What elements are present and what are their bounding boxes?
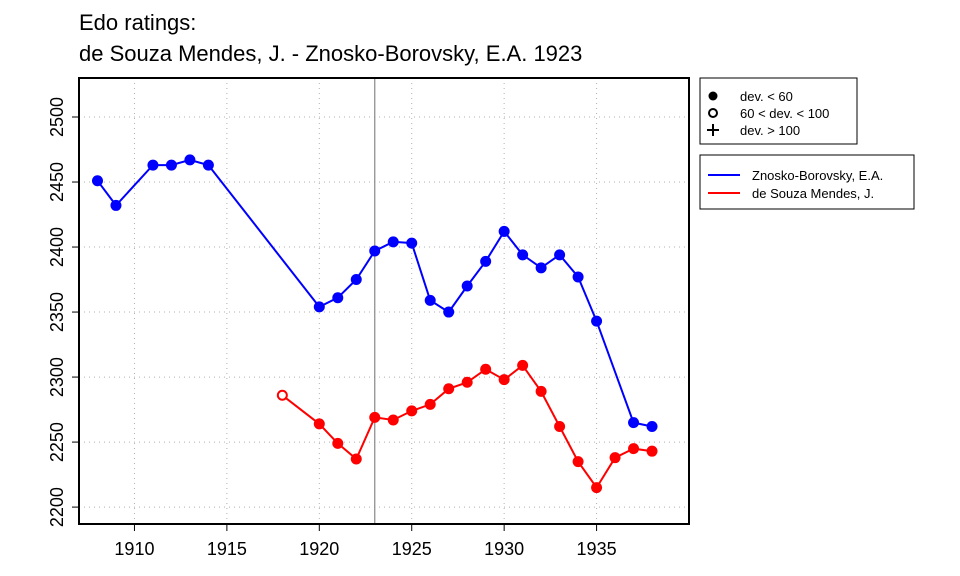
series-legend: Znosko-Borovsky, E.A. de Souza Mendes, J… <box>699 154 915 210</box>
data-point <box>369 245 381 257</box>
data-point <box>387 236 399 248</box>
data-point <box>184 154 196 166</box>
data-point <box>628 443 640 455</box>
data-point <box>461 376 473 388</box>
data-point <box>591 315 603 327</box>
data-point <box>110 199 122 211</box>
x-tick-label: 1915 <box>207 539 247 559</box>
x-tick-label: 1920 <box>299 539 339 559</box>
data-point <box>147 159 159 171</box>
data-point <box>313 418 325 430</box>
deviation-legend-label: 60 < dev. < 100 <box>740 106 829 121</box>
plus-icon <box>707 124 719 136</box>
data-point <box>517 249 529 261</box>
series-legend-label: Znosko-Borovsky, E.A. <box>752 168 883 183</box>
data-point <box>646 445 658 457</box>
data-point <box>424 398 436 410</box>
deviation-legend-box <box>699 77 858 145</box>
y-axis: 2200 2250 2300 2350 2400 2450 2500 <box>47 97 79 527</box>
series-legend-box <box>699 154 915 210</box>
data-point <box>609 452 621 464</box>
deviation-legend: dev. < 60 60 < dev. < 100 dev. > 100 <box>699 77 858 145</box>
grid <box>79 78 689 524</box>
data-point <box>406 237 418 249</box>
x-tick-label: 1910 <box>114 539 154 559</box>
x-tick-label: 1930 <box>484 539 524 559</box>
open-circle-icon <box>708 108 718 118</box>
data-point <box>517 359 529 371</box>
y-tick-label: 2350 <box>47 292 67 332</box>
data-point <box>554 249 566 261</box>
data-point <box>202 159 214 171</box>
data-point <box>480 255 492 267</box>
data-point <box>572 456 584 468</box>
series-layer <box>91 154 658 494</box>
deviation-legend-label: dev. > 100 <box>740 123 800 138</box>
data-point <box>313 301 325 313</box>
plot-frame <box>78 77 690 525</box>
data-point <box>369 411 381 423</box>
data-point <box>350 274 362 286</box>
data-point <box>646 420 658 432</box>
y-tick-label: 2450 <box>47 162 67 202</box>
data-point <box>406 405 418 417</box>
data-point <box>591 482 603 494</box>
data-point <box>535 385 547 397</box>
data-point <box>628 417 640 429</box>
data-point <box>387 414 399 426</box>
data-point <box>332 292 344 304</box>
x-axis: 1910 1915 1920 1925 1930 1935 <box>114 524 617 559</box>
data-point <box>572 271 584 283</box>
data-point <box>498 225 510 237</box>
y-tick-label: 2300 <box>47 357 67 397</box>
x-tick-label: 1935 <box>577 539 617 559</box>
data-point <box>535 262 547 274</box>
data-point <box>554 420 566 432</box>
chart-title-line-2: de Souza Mendes, J. - Znosko-Borovsky, E… <box>79 41 582 66</box>
data-point <box>165 159 177 171</box>
data-point-open <box>276 389 288 401</box>
data-point <box>480 363 492 375</box>
data-point <box>443 383 455 395</box>
filled-circle-icon <box>708 91 718 101</box>
y-tick-label: 2200 <box>47 487 67 527</box>
data-point <box>91 175 103 187</box>
y-tick-label: 2250 <box>47 422 67 462</box>
chart-title-line-1: Edo ratings: <box>79 10 196 35</box>
data-point <box>424 294 436 306</box>
data-point <box>350 453 362 465</box>
data-point <box>461 280 473 292</box>
series-legend-label: de Souza Mendes, J. <box>752 186 874 201</box>
data-point <box>332 437 344 449</box>
y-tick-label: 2500 <box>47 97 67 137</box>
data-point <box>443 306 455 318</box>
deviation-legend-label: dev. < 60 <box>740 89 793 104</box>
y-tick-label: 2400 <box>47 227 67 267</box>
x-tick-label: 1925 <box>392 539 432 559</box>
data-point <box>498 374 510 386</box>
